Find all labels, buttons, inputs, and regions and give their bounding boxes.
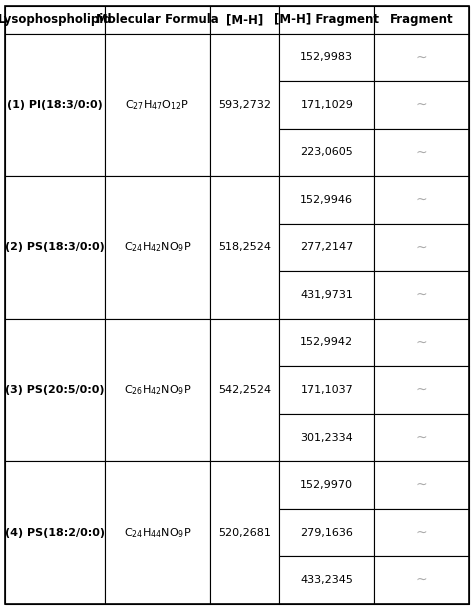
Text: 520,2681: 520,2681: [218, 528, 271, 537]
Text: 593,2732: 593,2732: [218, 100, 271, 110]
Bar: [374, 224, 469, 271]
Bar: [210, 6, 279, 34]
Bar: [105, 176, 210, 318]
Text: ~: ~: [416, 383, 428, 397]
Bar: [5, 461, 105, 604]
Bar: [210, 176, 279, 318]
Text: 301,2334: 301,2334: [301, 432, 353, 442]
Bar: [374, 271, 469, 318]
Text: [M-H]: [M-H]: [226, 13, 264, 26]
Bar: [279, 461, 374, 509]
Text: ~: ~: [416, 288, 428, 302]
Text: 277,2147: 277,2147: [300, 242, 354, 253]
Bar: [279, 556, 374, 604]
Text: $\mathregular{C_{24}H_{42}NO_{9}P}$: $\mathregular{C_{24}H_{42}NO_{9}P}$: [124, 240, 191, 254]
Text: (1) PI(18:3/0:0): (1) PI(18:3/0:0): [7, 100, 103, 110]
Text: 431,9731: 431,9731: [301, 290, 353, 300]
Bar: [374, 176, 469, 224]
Bar: [210, 318, 279, 461]
Bar: [374, 34, 469, 81]
Text: 433,2345: 433,2345: [301, 575, 353, 585]
Bar: [210, 34, 279, 176]
Text: ~: ~: [416, 431, 428, 445]
Bar: [279, 176, 374, 224]
Bar: [374, 81, 469, 129]
Bar: [374, 509, 469, 556]
Text: Lysophospholipid: Lysophospholipid: [0, 13, 112, 26]
Text: 152,9946: 152,9946: [301, 195, 353, 205]
Bar: [374, 556, 469, 604]
Bar: [210, 461, 279, 604]
Bar: [374, 461, 469, 509]
Text: ~: ~: [416, 573, 428, 587]
Bar: [279, 318, 374, 366]
Text: $\mathregular{C_{24}H_{44}NO_{9}P}$: $\mathregular{C_{24}H_{44}NO_{9}P}$: [124, 526, 191, 539]
Bar: [279, 366, 374, 414]
Bar: [105, 34, 210, 176]
Bar: [279, 129, 374, 176]
Text: 171,1029: 171,1029: [301, 100, 353, 110]
Bar: [5, 318, 105, 461]
Text: Fragment: Fragment: [390, 13, 454, 26]
Bar: [279, 224, 374, 271]
Bar: [374, 414, 469, 461]
Text: ~: ~: [416, 240, 428, 254]
Text: ~: ~: [416, 98, 428, 112]
Text: $\mathregular{C_{27}H_{47}O_{12}P}$: $\mathregular{C_{27}H_{47}O_{12}P}$: [125, 98, 190, 112]
Bar: [279, 34, 374, 81]
Text: (3) PS(20:5/0:0): (3) PS(20:5/0:0): [5, 385, 105, 395]
Bar: [105, 6, 210, 34]
Text: ~: ~: [416, 478, 428, 492]
Bar: [5, 176, 105, 318]
Text: (4) PS(18:2/0:0): (4) PS(18:2/0:0): [5, 528, 105, 537]
Text: 152,9983: 152,9983: [301, 52, 353, 62]
Bar: [105, 318, 210, 461]
Text: $\mathregular{C_{26}H_{42}NO_{9}P}$: $\mathregular{C_{26}H_{42}NO_{9}P}$: [124, 383, 191, 397]
Bar: [374, 6, 469, 34]
Bar: [279, 6, 374, 34]
Text: 152,9970: 152,9970: [301, 480, 353, 490]
Text: ~: ~: [416, 145, 428, 159]
Text: ~: ~: [416, 50, 428, 64]
Text: ~: ~: [416, 193, 428, 207]
Text: (2) PS(18:3/0:0): (2) PS(18:3/0:0): [5, 242, 105, 253]
Bar: [374, 129, 469, 176]
Text: Molecular Formula: Molecular Formula: [96, 13, 219, 26]
Bar: [279, 81, 374, 129]
Bar: [279, 509, 374, 556]
Bar: [374, 318, 469, 366]
Text: 279,1636: 279,1636: [301, 528, 353, 537]
Text: [M-H] Fragment: [M-H] Fragment: [274, 13, 379, 26]
Bar: [279, 271, 374, 318]
Text: 518,2524: 518,2524: [218, 242, 271, 253]
Bar: [105, 461, 210, 604]
Text: ~: ~: [416, 526, 428, 540]
Text: ~: ~: [416, 336, 428, 350]
Text: 152,9942: 152,9942: [300, 337, 354, 348]
Text: 171,1037: 171,1037: [301, 385, 353, 395]
Bar: [374, 366, 469, 414]
Text: 223,0605: 223,0605: [301, 148, 353, 157]
Bar: [279, 414, 374, 461]
Text: 542,2524: 542,2524: [218, 385, 271, 395]
Bar: [5, 34, 105, 176]
Bar: [5, 6, 105, 34]
